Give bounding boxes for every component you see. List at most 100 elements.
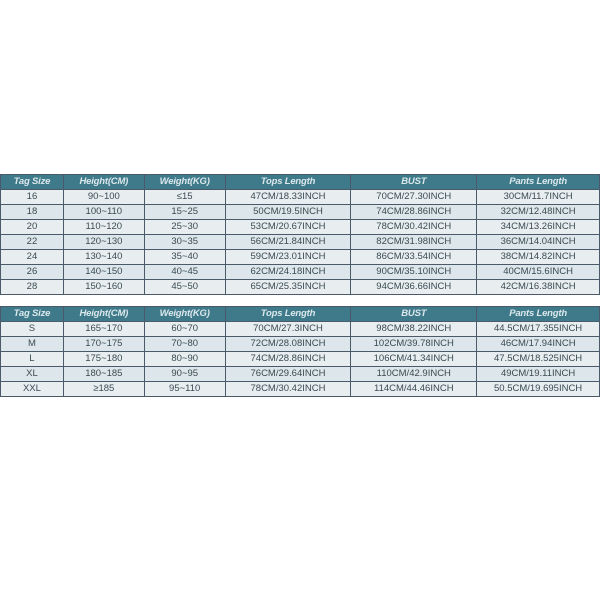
cell: M — [1, 337, 64, 352]
cell: 150~160 — [63, 280, 144, 295]
col-header: BUST — [351, 307, 477, 322]
table-row: 18 100~110 15~25 50CM/19.5INCH 74CM/28.8… — [1, 205, 600, 220]
cell: 170~175 — [63, 337, 144, 352]
cell: S — [1, 322, 64, 337]
cell: 26 — [1, 265, 64, 280]
cell: 60~70 — [144, 322, 225, 337]
cell: 114CM/44.46INCH — [351, 382, 477, 397]
cell: 180~185 — [63, 367, 144, 382]
cell: 80~90 — [144, 352, 225, 367]
cell: 175~180 — [63, 352, 144, 367]
adult-size-table-region: Tag Size Height(CM) Weight(KG) Tops Leng… — [0, 306, 600, 397]
cell: 70CM/27.30INCH — [351, 190, 477, 205]
cell: 30CM/11.7INCH — [477, 190, 600, 205]
kids-size-table-region: Tag Size Height(CM) Weight(KG) Tops Leng… — [0, 174, 600, 295]
cell: 34CM/13.26INCH — [477, 220, 600, 235]
col-header: Tag Size — [1, 307, 64, 322]
cell: 72CM/28.08INCH — [225, 337, 351, 352]
cell: 59CM/23.01INCH — [225, 250, 351, 265]
cell: 40~45 — [144, 265, 225, 280]
adult-body: S 165~170 60~70 70CM/27.3INCH 98CM/38.22… — [1, 322, 600, 397]
cell: XXL — [1, 382, 64, 397]
cell: 49CM/19.11INCH — [477, 367, 600, 382]
kids-size-table: Tag Size Height(CM) Weight(KG) Tops Leng… — [0, 174, 600, 295]
table-row: 22 120~130 30~35 56CM/21.84INCH 82CM/31.… — [1, 235, 600, 250]
col-header: Tops Length — [225, 307, 351, 322]
cell: L — [1, 352, 64, 367]
cell: ≤15 — [144, 190, 225, 205]
cell: 42CM/16.38INCH — [477, 280, 600, 295]
cell: 165~170 — [63, 322, 144, 337]
cell: 28 — [1, 280, 64, 295]
cell: 20 — [1, 220, 64, 235]
cell: 82CM/31.98INCH — [351, 235, 477, 250]
table-row: L 175~180 80~90 74CM/28.86INCH 106CM/41.… — [1, 352, 600, 367]
cell: ≥185 — [63, 382, 144, 397]
cell: 50.5CM/19.695INCH — [477, 382, 600, 397]
kids-body: 16 90~100 ≤15 47CM/18.33INCH 70CM/27.30I… — [1, 190, 600, 295]
cell: 44.5CM/17.355INCH — [477, 322, 600, 337]
table-row: XXL ≥185 95~110 78CM/30.42INCH 114CM/44.… — [1, 382, 600, 397]
cell: 74CM/28.86INCH — [225, 352, 351, 367]
cell: 76CM/29.64INCH — [225, 367, 351, 382]
cell: 106CM/41.34INCH — [351, 352, 477, 367]
cell: 24 — [1, 250, 64, 265]
cell: 50CM/19.5INCH — [225, 205, 351, 220]
table-row: 28 150~160 45~50 65CM/25.35INCH 94CM/36.… — [1, 280, 600, 295]
cell: 53CM/20.67INCH — [225, 220, 351, 235]
col-header: Height(CM) — [63, 307, 144, 322]
cell: 35~40 — [144, 250, 225, 265]
col-header: Pants Length — [477, 175, 600, 190]
cell: 30~35 — [144, 235, 225, 250]
cell: 140~150 — [63, 265, 144, 280]
cell: 90~100 — [63, 190, 144, 205]
col-header: Weight(KG) — [144, 307, 225, 322]
col-header: Weight(KG) — [144, 175, 225, 190]
cell: 15~25 — [144, 205, 225, 220]
col-header: BUST — [351, 175, 477, 190]
cell: 40CM/15.6INCH — [477, 265, 600, 280]
cell: XL — [1, 367, 64, 382]
adult-header-row: Tag Size Height(CM) Weight(KG) Tops Leng… — [1, 307, 600, 322]
cell: 38CM/14.82INCH — [477, 250, 600, 265]
cell: 86CM/33.54INCH — [351, 250, 477, 265]
cell: 47.5CM/18.525INCH — [477, 352, 600, 367]
col-header: Tops Length — [225, 175, 351, 190]
cell: 32CM/12.48INCH — [477, 205, 600, 220]
cell: 120~130 — [63, 235, 144, 250]
adult-size-table: Tag Size Height(CM) Weight(KG) Tops Leng… — [0, 306, 600, 397]
cell: 70~80 — [144, 337, 225, 352]
col-header: Tag Size — [1, 175, 64, 190]
cell: 100~110 — [63, 205, 144, 220]
col-header: Height(CM) — [63, 175, 144, 190]
cell: 22 — [1, 235, 64, 250]
cell: 47CM/18.33INCH — [225, 190, 351, 205]
cell: 74CM/28.86INCH — [351, 205, 477, 220]
cell: 46CM/17.94INCH — [477, 337, 600, 352]
kids-header-row: Tag Size Height(CM) Weight(KG) Tops Leng… — [1, 175, 600, 190]
col-header: Pants Length — [477, 307, 600, 322]
cell: 94CM/36.66INCH — [351, 280, 477, 295]
cell: 130~140 — [63, 250, 144, 265]
table-row: M 170~175 70~80 72CM/28.08INCH 102CM/39.… — [1, 337, 600, 352]
cell: 110~120 — [63, 220, 144, 235]
cell: 110CM/42.9INCH — [351, 367, 477, 382]
cell: 62CM/24.18INCH — [225, 265, 351, 280]
table-row: 16 90~100 ≤15 47CM/18.33INCH 70CM/27.30I… — [1, 190, 600, 205]
cell: 56CM/21.84INCH — [225, 235, 351, 250]
cell: 78CM/30.42INCH — [351, 220, 477, 235]
cell: 102CM/39.78INCH — [351, 337, 477, 352]
cell: 16 — [1, 190, 64, 205]
cell: 18 — [1, 205, 64, 220]
cell: 70CM/27.3INCH — [225, 322, 351, 337]
cell: 98CM/38.22INCH — [351, 322, 477, 337]
table-row: 20 110~120 25~30 53CM/20.67INCH 78CM/30.… — [1, 220, 600, 235]
cell: 25~30 — [144, 220, 225, 235]
cell: 90CM/35.10INCH — [351, 265, 477, 280]
table-row: S 165~170 60~70 70CM/27.3INCH 98CM/38.22… — [1, 322, 600, 337]
table-row: XL 180~185 90~95 76CM/29.64INCH 110CM/42… — [1, 367, 600, 382]
cell: 78CM/30.42INCH — [225, 382, 351, 397]
cell: 36CM/14.04INCH — [477, 235, 600, 250]
cell: 65CM/25.35INCH — [225, 280, 351, 295]
table-row: 24 130~140 35~40 59CM/23.01INCH 86CM/33.… — [1, 250, 600, 265]
